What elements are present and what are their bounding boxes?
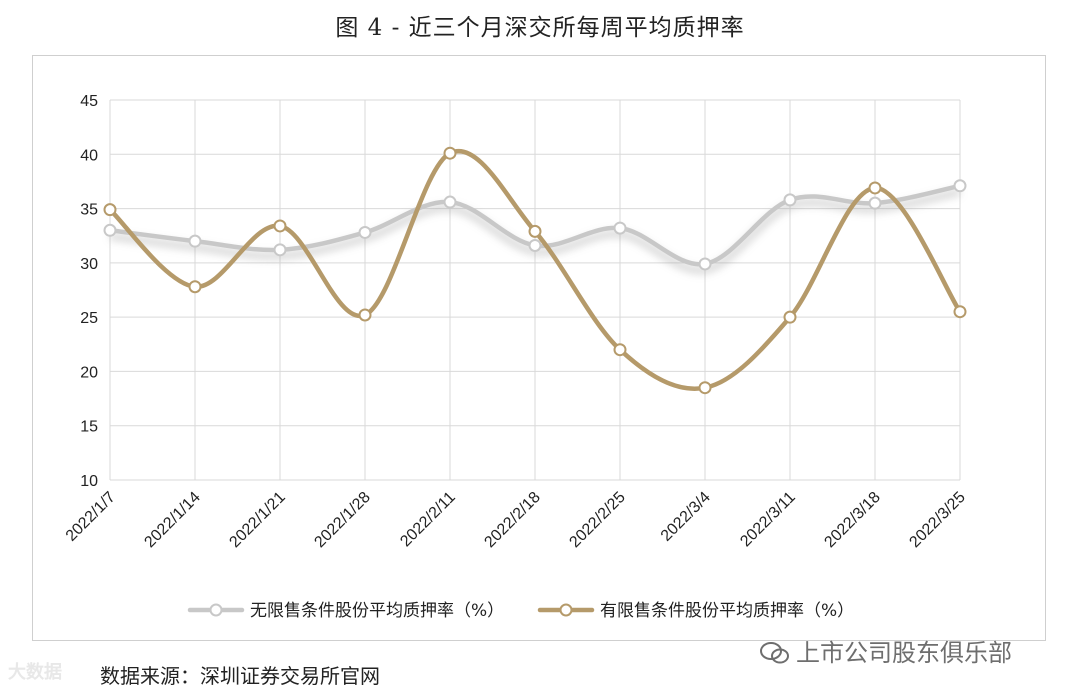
y-tick-label: 15 [80,419,98,436]
x-tick-label: 2022/1/21 [226,489,288,551]
series-2-point [953,305,967,319]
series-2-point [358,308,372,322]
y-tick-label: 30 [80,256,98,273]
legend-marker-2 [559,603,573,617]
x-tick-label: 2022/2/18 [481,489,543,551]
series-2-point [273,219,287,233]
y-tick-labels: 10 15 20 25 30 35 40 45 [80,93,98,490]
series-2-point [783,310,797,324]
x-tick-label: 2022/2/25 [566,489,628,551]
series-2-point [528,224,542,238]
series-1-point [528,238,542,252]
series-1-point [103,223,117,237]
y-tick-label: 45 [80,93,98,110]
x-tick-label: 2022/2/11 [397,489,459,551]
series-1-point [443,195,457,209]
series-1-point [188,234,202,248]
watermark-right-text: 上市公司股东俱乐部 [796,639,1012,667]
wechat-icon [760,642,789,664]
series-1-point [953,179,967,193]
series-1-point [783,193,797,207]
source-note: 数据来源：深圳证券交易所官网 [100,664,380,688]
x-tick-label: 2022/3/4 [658,489,714,545]
y-tick-label: 25 [80,310,98,327]
series-1-point [358,225,372,239]
legend-label-2: 有限售条件股份平均质押率（%） [600,601,854,621]
series-1-point [613,221,627,235]
series-lines [103,146,967,395]
series-2-point [698,381,712,395]
x-tick-label: 2022/3/25 [906,489,968,551]
y-tick-label: 10 [80,473,98,490]
legend-marker-1 [209,603,223,617]
series-1-point [868,196,882,210]
x-tick-label: 2022/3/18 [821,489,883,551]
grid-lines [109,99,961,481]
x-tick-label: 2022/3/11 [737,489,799,551]
chart-title: 图 4 - 近三个月深交所每周平均质押率 [335,15,745,41]
watermark-left: 大数据 [8,662,62,683]
series-2-point [613,343,627,357]
series-2-point [188,280,202,294]
x-tick-label: 2022/1/14 [141,489,203,551]
y-tick-label: 20 [80,364,98,381]
series-1-point [273,243,287,257]
series-2-point [103,203,117,217]
series-2-point [868,181,882,195]
y-tick-label: 40 [80,147,98,164]
legend: 无限售条件股份平均质押率（%） 有限售条件股份平均质押率（%） [187,601,854,621]
legend-label-1: 无限售条件股份平均质押率（%） [250,601,504,621]
chart-frame [32,55,1046,641]
watermark-right: 上市公司股东俱乐部 [760,633,1012,668]
series-1-point [698,257,712,271]
y-tick-label: 35 [80,202,98,219]
x-tick-label: 2022/1/7 [63,489,119,545]
series-2-point [443,146,457,160]
x-tick-labels: 2022/1/7 2022/1/14 2022/1/21 2022/1/28 2022/… [63,489,969,551]
x-tick-label: 2022/1/28 [311,489,373,551]
